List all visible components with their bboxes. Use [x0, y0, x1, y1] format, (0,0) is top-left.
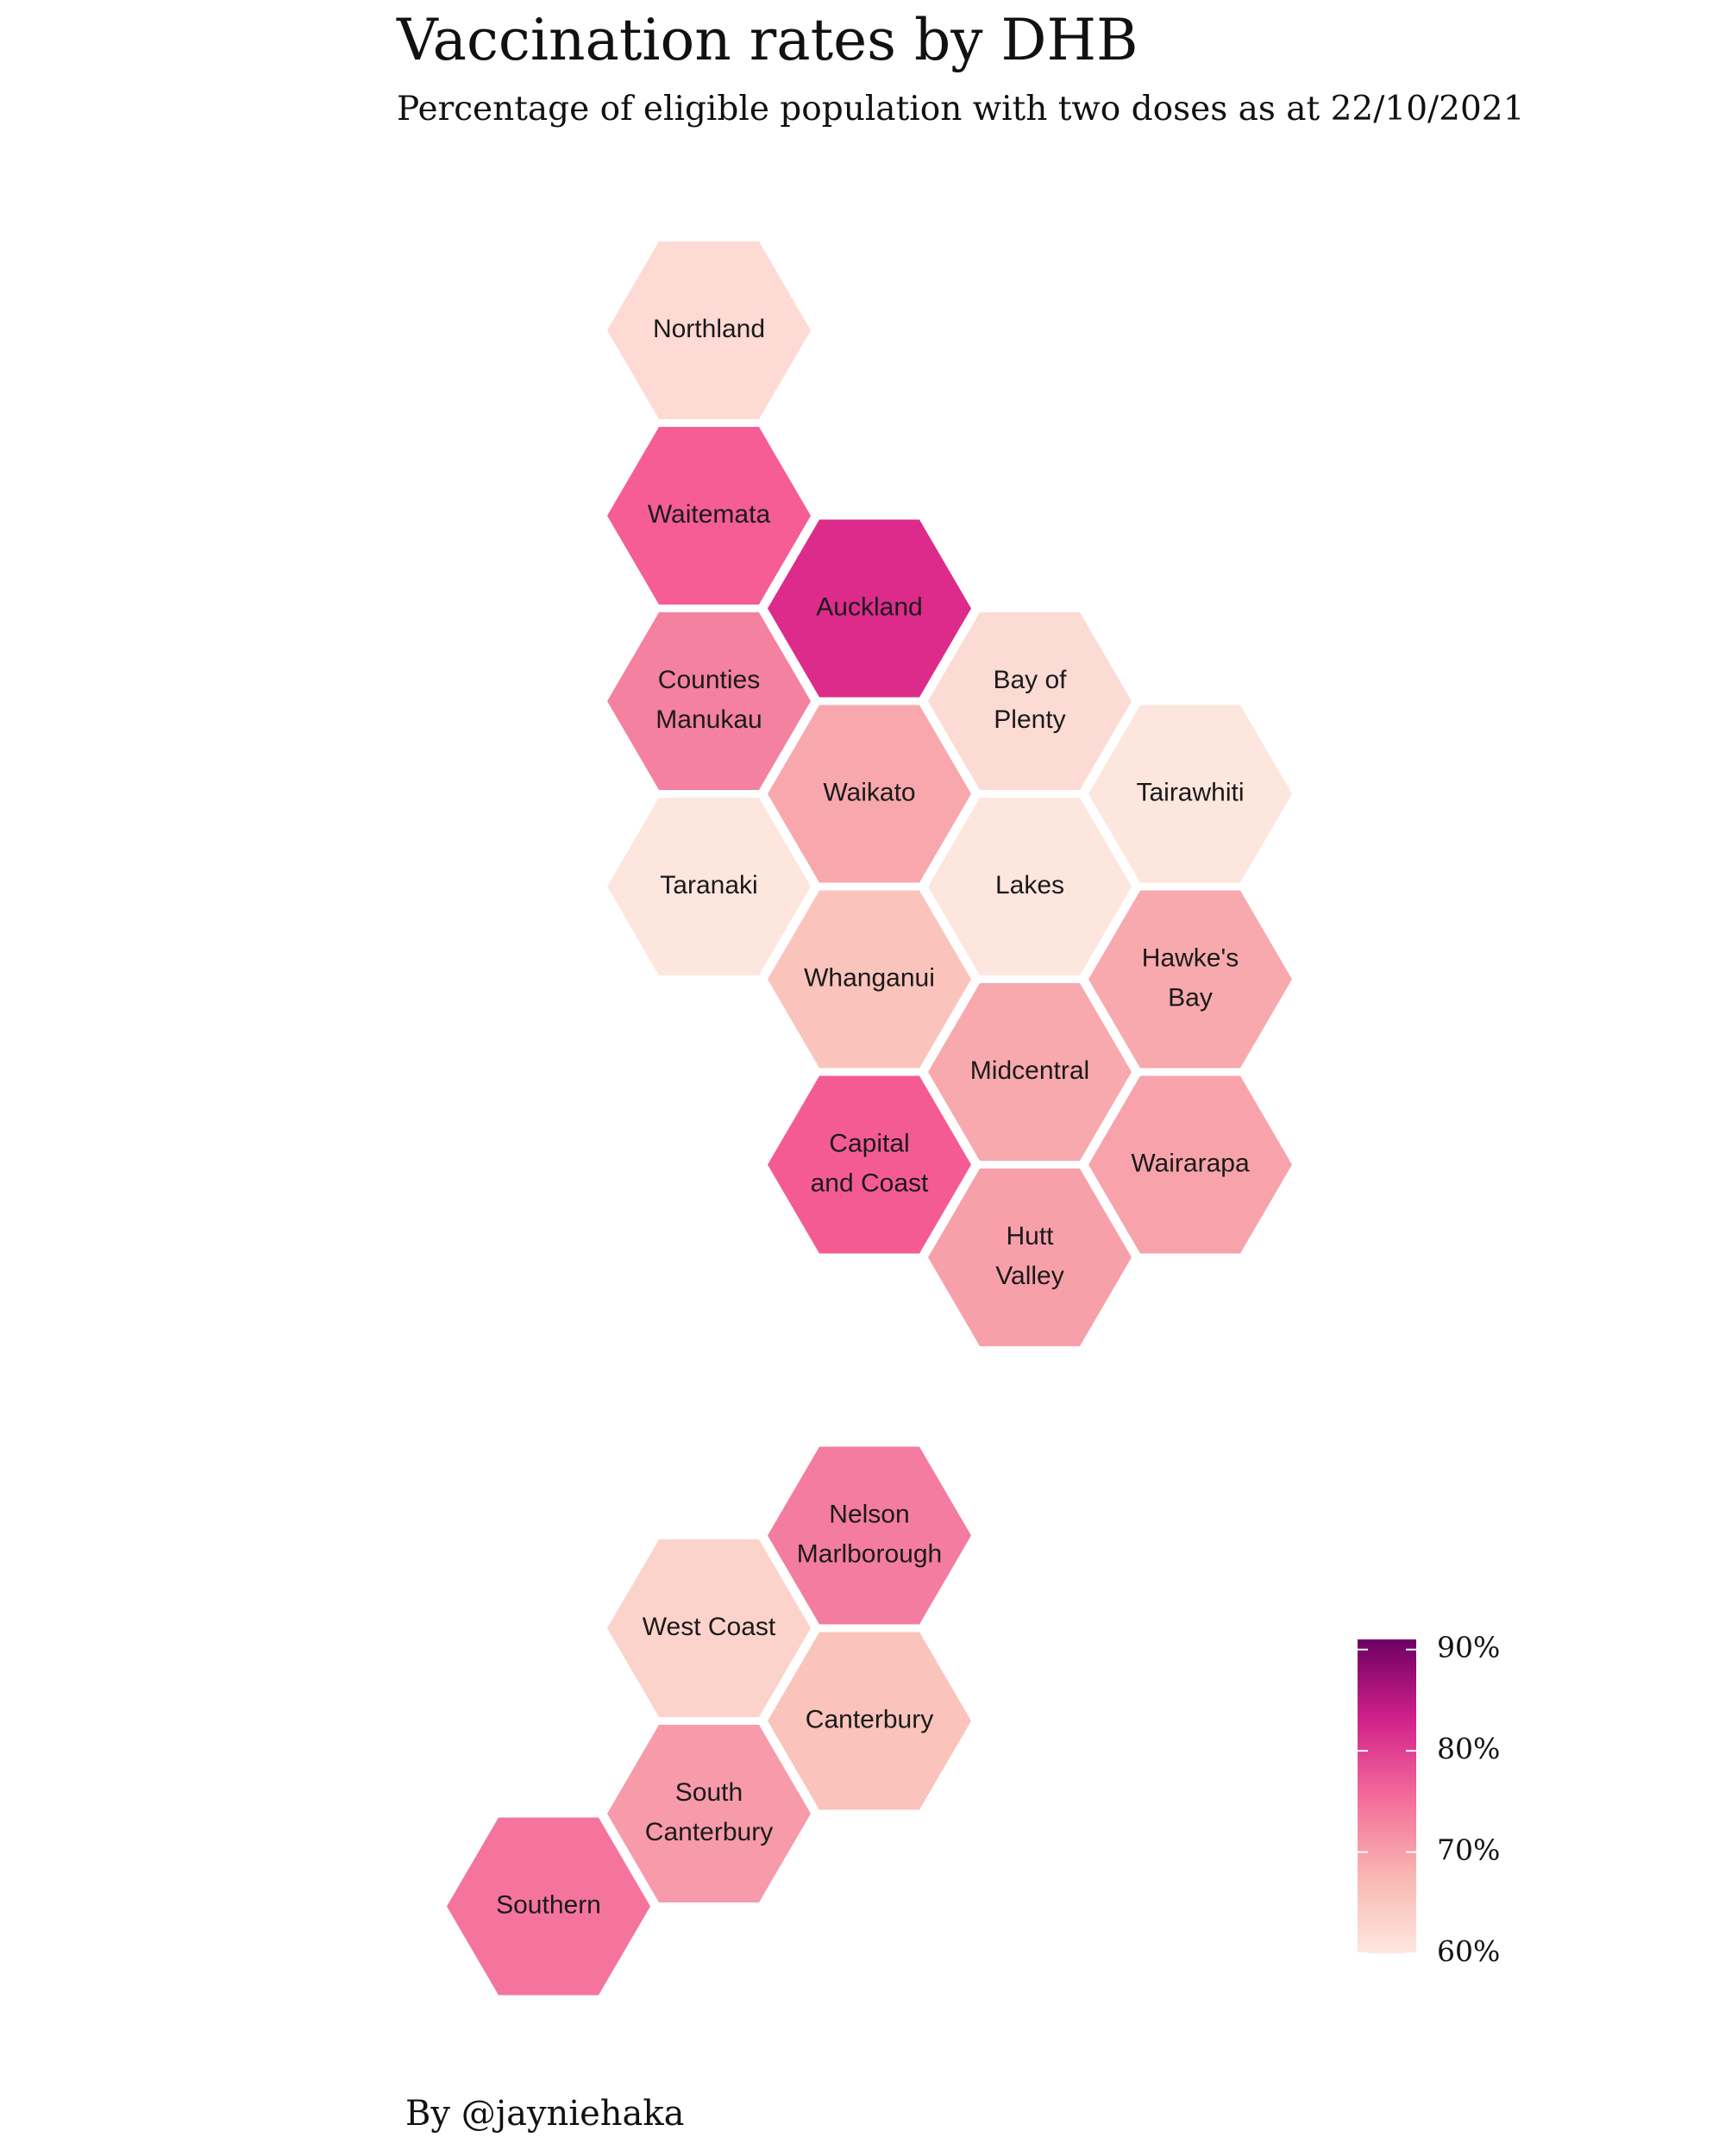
hex-shape-waitemata: [607, 427, 811, 605]
hex-label-midcentral: Midcentral: [970, 1056, 1089, 1085]
hex-label-waikato: Waikato: [823, 778, 915, 806]
hex-waitemata: Waitemata: [607, 427, 811, 605]
hex-shape-hawkes-bay: [1088, 890, 1292, 1069]
hex-shape-capital-and-coast: [768, 1075, 971, 1254]
hex-tairawhiti: Tairawhiti: [1088, 705, 1292, 883]
hex-shape-southern: [447, 1817, 650, 1996]
hex-shape-northland: [607, 241, 811, 419]
hex-label-whanganui: Whanganui: [804, 963, 935, 992]
hex-label-nelson-marlborough: Nelson: [829, 1500, 909, 1528]
hex-label-canterbury: Canterbury: [806, 1705, 933, 1733]
hex-label-west-coast: West Coast: [643, 1613, 776, 1641]
hex-label-bay-of-plenty: Plenty: [994, 705, 1065, 734]
hex-label-hawkes-bay: Hawke's: [1142, 943, 1239, 972]
hex-label-hawkes-bay: Bay: [1168, 983, 1213, 1012]
hex-label-hutt-valley: Hutt: [1006, 1222, 1054, 1250]
color-legend: 90% 80% 70% 60%: [1358, 1631, 1500, 1968]
hex-whanganui: Whanganui: [768, 890, 971, 1069]
hex-label-auckland: Auckland: [816, 592, 922, 621]
hex-label-south-canterbury: Canterbury: [645, 1818, 773, 1846]
hex-label-northland: Northland: [653, 315, 765, 343]
hex-label-wairarapa: Wairarapa: [1131, 1149, 1250, 1177]
hex-taranaki: Taranaki: [607, 798, 811, 975]
hex-shape-midcentral: [928, 983, 1132, 1161]
hex-west-coast: West Coast: [607, 1539, 811, 1717]
hex-label-southern: Southern: [496, 1890, 601, 1919]
hex-shape-lakes: [928, 798, 1132, 975]
hex-south-canterbury: South Canterbury: [607, 1725, 811, 1902]
hex-shape-whanganui: [768, 890, 971, 1069]
legend-tick-label: 70%: [1437, 1833, 1500, 1867]
hex-shape-waikato: [768, 705, 971, 883]
hex-waikato: Waikato: [768, 705, 971, 883]
hex-hutt-valley: Hutt Valley: [928, 1169, 1132, 1346]
hex-nelson-marlborough: Nelson Marlborough: [768, 1446, 971, 1625]
chart-title: Vaccination rates by DHB: [397, 7, 1138, 73]
hex-label-waitemata: Waitemata: [648, 500, 771, 529]
hex-capital-and-coast: Capital and Coast: [768, 1075, 971, 1254]
hex-counties-manukau: Counties Manukau: [607, 612, 811, 790]
hex-wairarapa: Wairarapa: [1088, 1075, 1292, 1254]
hex-canterbury: Canterbury: [768, 1632, 971, 1810]
hex-label-bay-of-plenty: Bay of: [993, 666, 1067, 694]
hex-shape-wairarapa: [1088, 1075, 1292, 1254]
hex-shape-auckland: [768, 519, 971, 698]
hex-southern: Southern: [447, 1817, 650, 1996]
hex-label-tairawhiti: Tairawhiti: [1136, 778, 1244, 806]
hex-label-taranaki: Taranaki: [660, 871, 757, 899]
hex-tiles: Northland Waitemata Auckland Counties Manuka…: [447, 241, 1292, 1996]
hex-label-nelson-marlborough: Marlborough: [797, 1539, 942, 1568]
hex-label-counties-manukau: Manukau: [656, 705, 762, 734]
hex-label-counties-manukau: Counties: [658, 666, 760, 694]
hex-label-lakes: Lakes: [995, 871, 1064, 899]
chart-subtitle: Percentage of eligible population with t…: [397, 90, 1525, 128]
hex-midcentral: Midcentral: [928, 983, 1132, 1161]
legend-tick-label: 60%: [1437, 1934, 1500, 1968]
legend-tick-label: 80%: [1437, 1732, 1500, 1765]
legend-ticks: 90% 80% 70% 60%: [1358, 1631, 1500, 1968]
hex-hawkes-bay: Hawke's Bay: [1088, 890, 1292, 1069]
hex-shape-counties-manukau: [607, 612, 811, 790]
hex-shape-west-coast: [607, 1539, 811, 1717]
hex-label-hutt-valley: Valley: [995, 1262, 1063, 1290]
hex-shape-tairawhiti: [1088, 705, 1292, 883]
legend-color-bar: [1358, 1639, 1416, 1953]
hex-northland: Northland: [607, 241, 811, 419]
hex-shape-nelson-marlborough: [768, 1446, 971, 1625]
hex-label-south-canterbury: South: [675, 1778, 743, 1807]
hex-shape-canterbury: [768, 1632, 971, 1810]
chart-caption: By @jayniehaka: [405, 2094, 685, 2134]
legend-tick-label: 90%: [1437, 1631, 1500, 1664]
hex-shape-taranaki: [607, 798, 811, 975]
hex-shape-south-canterbury: [607, 1725, 811, 1902]
hex-lakes: Lakes: [928, 798, 1132, 975]
hex-bay-of-plenty: Bay of Plenty: [928, 612, 1132, 790]
hex-auckland: Auckland: [768, 519, 971, 698]
hex-shape-bay-of-plenty: [928, 612, 1132, 790]
hex-shape-hutt-valley: [928, 1169, 1132, 1346]
hex-label-capital-and-coast: and Coast: [811, 1169, 929, 1197]
hex-label-capital-and-coast: Capital: [829, 1129, 909, 1157]
